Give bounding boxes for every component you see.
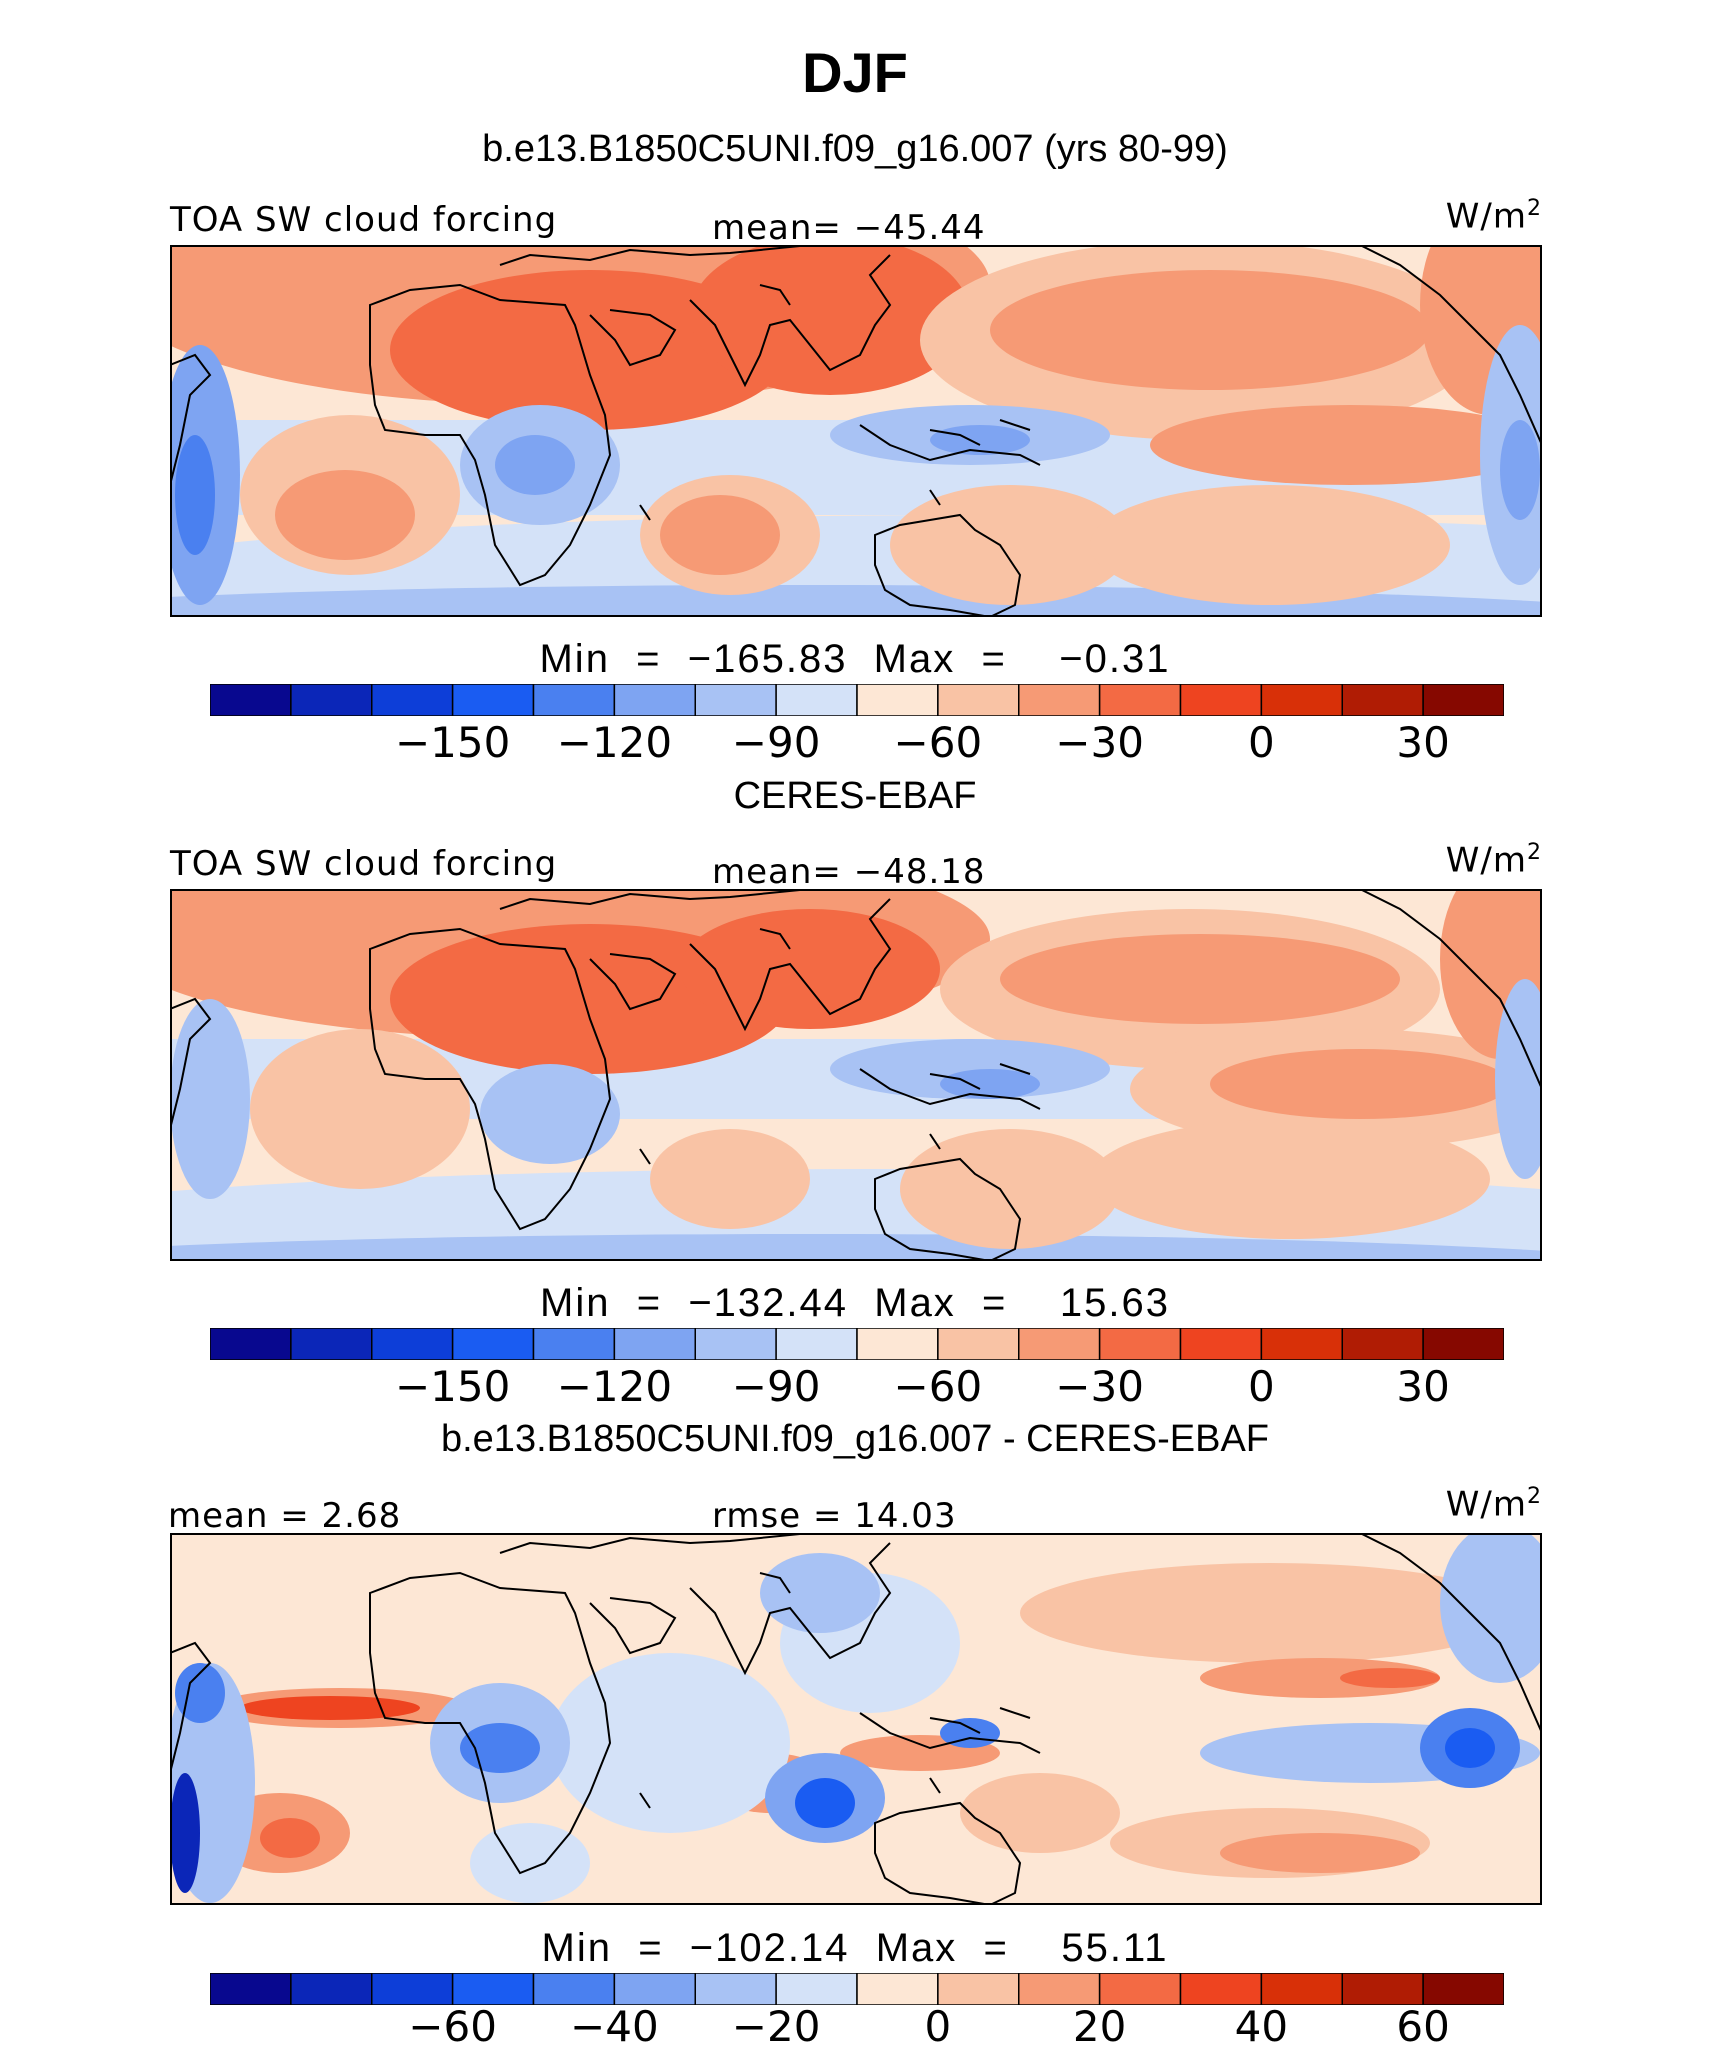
map-model (170, 245, 1542, 617)
colorbar-model (210, 684, 1504, 716)
colorbar-box (1260, 1328, 1344, 1360)
colorbar-box (371, 1328, 454, 1360)
colorbar-ticks-diff: −60 −40 −20 0 20 40 60 (0, 2002, 1710, 2051)
colorbar-box (694, 1973, 777, 2005)
colorbar-ticks-model: −150 −120 −90 −60 −30 0 30 (0, 718, 1710, 772)
figure-title: DJF (802, 41, 908, 104)
colorbar-box (532, 684, 616, 716)
colorbar-tick-label: 0 (1248, 1362, 1275, 1411)
panel-left-label-obs: TOA SW cloud forcing (170, 844, 558, 884)
colorbar-box (937, 684, 1020, 716)
colorbar-box (1018, 684, 1101, 716)
colorbar-box (210, 1973, 292, 2005)
colorbar-tick-label: 40 (1234, 2002, 1289, 2051)
colorbar-box (1179, 1973, 1263, 2005)
colorbar-tick-label: −40 (570, 2002, 659, 2051)
colorbar-box (775, 684, 858, 716)
colorbar-box (1018, 1973, 1101, 2005)
colorbar-box (1018, 1328, 1101, 1360)
colorbar-tick-label: 60 (1396, 2002, 1450, 2051)
colorbar-tick-label: −150 (394, 1362, 511, 1411)
colorbar-box (1098, 684, 1182, 716)
stats-obs: Min = −132.44 Max = 15.63 (540, 1281, 1170, 1325)
colorbar-tick-label: −60 (893, 1362, 983, 1411)
colorbar-box (1098, 1973, 1182, 2005)
panel-left-label-model: TOA SW cloud forcing (170, 200, 558, 240)
colorbar-box (1422, 1973, 1504, 2005)
colorbar-box (856, 1973, 939, 2005)
colorbar-box (371, 684, 454, 716)
colorbar-box (1341, 684, 1424, 716)
panel-title-diff: b.e13.B1850C5UNI.f09_g16.007 - CERES-EBA… (440, 1418, 1270, 1460)
colorbar-box (532, 1973, 616, 2005)
colorbar-box (937, 1973, 1020, 2005)
colorbar-box (1260, 684, 1344, 716)
colorbar-tick-label: −60 (408, 2002, 497, 2051)
map-obs (170, 889, 1542, 1261)
stats-diff: Min = −102.14 Max = 55.11 (541, 1926, 1169, 1970)
colorbar-box (1341, 1328, 1424, 1360)
colorbar-box (775, 1973, 858, 2005)
colorbar-box (451, 684, 535, 716)
colorbar-diff (210, 1973, 1504, 2005)
colorbar-box (1179, 684, 1263, 716)
colorbar-box (856, 1328, 939, 1360)
colorbar-tick-label: −120 (556, 718, 673, 767)
colorbar-tick-label: 0 (924, 2002, 952, 2051)
colorbar-tick-label: 30 (1396, 1362, 1450, 1411)
colorbar-tick-label: −20 (731, 2002, 821, 2051)
colorbar-tick-label: −30 (1055, 1362, 1144, 1411)
units-label-diff: W/m2 (1445, 1484, 1542, 1525)
colorbar-tick-label: −150 (394, 718, 511, 767)
colorbar-box (290, 1973, 373, 2005)
colorbar-box (694, 684, 777, 716)
colorbar-tick-label: −90 (731, 1362, 821, 1411)
panel-title-model: b.e13.B1850C5UNI.f09_g16.007 (yrs 80-99) (482, 128, 1228, 170)
colorbar-box (775, 1328, 858, 1360)
colorbar-box (1179, 1328, 1263, 1360)
colorbar-box (613, 684, 697, 716)
colorbar-box (1341, 1973, 1424, 2005)
colorbar-tick-label: 30 (1396, 718, 1450, 767)
stats-model: Min = −165.83 Max = −0.31 (539, 637, 1171, 681)
colorbar-box (613, 1328, 697, 1360)
colorbar-box (371, 1973, 454, 2005)
colorbar-obs (210, 1328, 1504, 1360)
colorbar-tick-label: 0 (1248, 718, 1275, 767)
colorbar-tick-label: 20 (1072, 2002, 1127, 2051)
colorbar-box (1260, 1973, 1344, 2005)
colorbar-tick-label: −120 (556, 1362, 673, 1411)
panel-center-label-model: mean= −45.44 (712, 208, 986, 248)
units-label-model: W/m2 (1445, 196, 1542, 237)
colorbar-ticks-obs: −150 −120 −90 −60 −30 0 30 (0, 1362, 1710, 1416)
colorbar-box (290, 684, 373, 716)
colorbar-box (451, 1973, 535, 2005)
colorbar-box (856, 684, 939, 716)
colorbar-box (613, 1973, 697, 2005)
panel-left-label-diff: mean = 2.68 (168, 1496, 402, 1536)
colorbar-box (451, 1328, 535, 1360)
colorbar-box (937, 1328, 1020, 1360)
units-label-obs: W/m2 (1445, 840, 1542, 881)
colorbar-box (694, 1328, 777, 1360)
colorbar-box (290, 1328, 373, 1360)
panel-center-label-diff: rmse = 14.03 (712, 1496, 957, 1536)
colorbar-box (532, 1328, 616, 1360)
map-diff (170, 1533, 1542, 1905)
colorbar-tick-label: −90 (731, 718, 821, 767)
panel-center-label-obs: mean= −48.18 (712, 852, 986, 892)
colorbar-tick-label: −30 (1055, 718, 1144, 767)
colorbar-box (1422, 1328, 1504, 1360)
colorbar-box (1098, 1328, 1182, 1360)
panel-title-obs: CERES-EBAF (733, 775, 977, 817)
colorbar-box (1422, 684, 1504, 716)
colorbar-box (210, 684, 292, 716)
colorbar-box (210, 1328, 292, 1360)
colorbar-tick-label: −60 (893, 718, 983, 767)
